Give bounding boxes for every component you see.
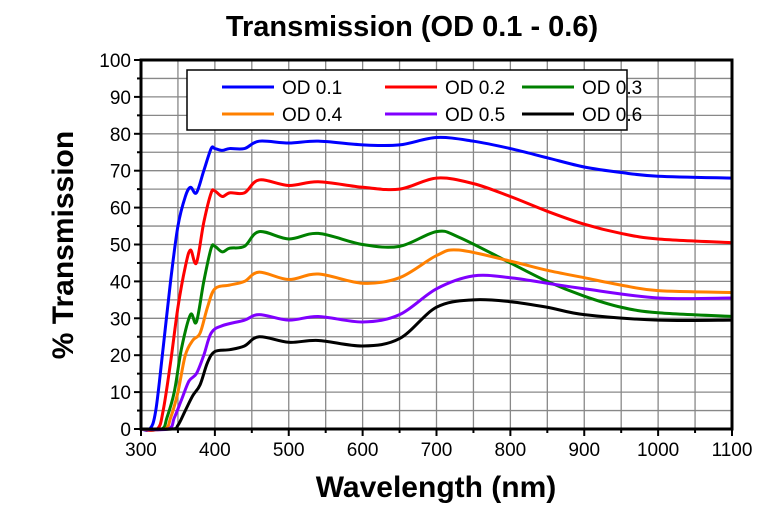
series-line-od-0-1 bbox=[140, 135, 733, 432]
series-line-od-0-4 bbox=[140, 248, 733, 432]
x-tick-label: 1100 bbox=[712, 440, 753, 461]
y-tick-label: 80 bbox=[110, 125, 131, 146]
legend-label: OD 0.4 bbox=[282, 105, 343, 126]
x-tick-label: 400 bbox=[199, 440, 231, 461]
ticks: 300 400 500 600 700 800 900 1000 1100 0 10 20 30 40 50… bbox=[99, 51, 752, 461]
legend-label: OD 0.5 bbox=[445, 105, 505, 126]
chart-title: Transmission (OD 0.1 - 0.6) bbox=[226, 11, 598, 43]
legend-label: OD 0.1 bbox=[282, 78, 342, 99]
x-tick-label: 900 bbox=[568, 440, 600, 461]
y-tick-label: 20 bbox=[110, 346, 131, 367]
y-axis-label: % Transmission bbox=[47, 131, 80, 359]
x-axis-label: Wavelength (nm) bbox=[316, 471, 557, 504]
y-tick-label: 0 bbox=[120, 420, 131, 441]
y-tick-label: 50 bbox=[110, 236, 131, 257]
legend-label: OD 0.3 bbox=[582, 78, 642, 99]
series-group bbox=[140, 135, 733, 432]
x-tick-label: 1000 bbox=[637, 440, 679, 461]
legend-label: OD 0.2 bbox=[445, 78, 505, 99]
y-tick-label: 10 bbox=[110, 383, 131, 404]
y-tick-label: 90 bbox=[110, 88, 131, 109]
series-line-od-0-2 bbox=[140, 176, 733, 432]
series-line-od-0-5 bbox=[140, 273, 733, 432]
y-tick-label: 100 bbox=[99, 51, 131, 72]
x-tick-label: 600 bbox=[347, 440, 379, 461]
y-tick-label: 70 bbox=[110, 162, 131, 183]
x-tick-label: 800 bbox=[495, 440, 527, 461]
y-tick-label: 30 bbox=[110, 309, 131, 330]
y-tick-label: 60 bbox=[110, 199, 131, 220]
x-tick-label: 500 bbox=[273, 440, 305, 461]
x-tick-label: 300 bbox=[125, 440, 157, 461]
series-line-od-0-6 bbox=[140, 298, 733, 431]
y-tick-label: 40 bbox=[110, 272, 131, 293]
x-tick-label: 700 bbox=[421, 440, 453, 461]
legend-label: OD 0.6 bbox=[582, 105, 642, 126]
legend: OD 0.1 OD 0.2 OD 0.3 OD 0.4 OD 0.5 OD 0.6 bbox=[186, 69, 642, 131]
series-line-od-0-3 bbox=[140, 229, 733, 432]
legend-box bbox=[186, 69, 628, 131]
